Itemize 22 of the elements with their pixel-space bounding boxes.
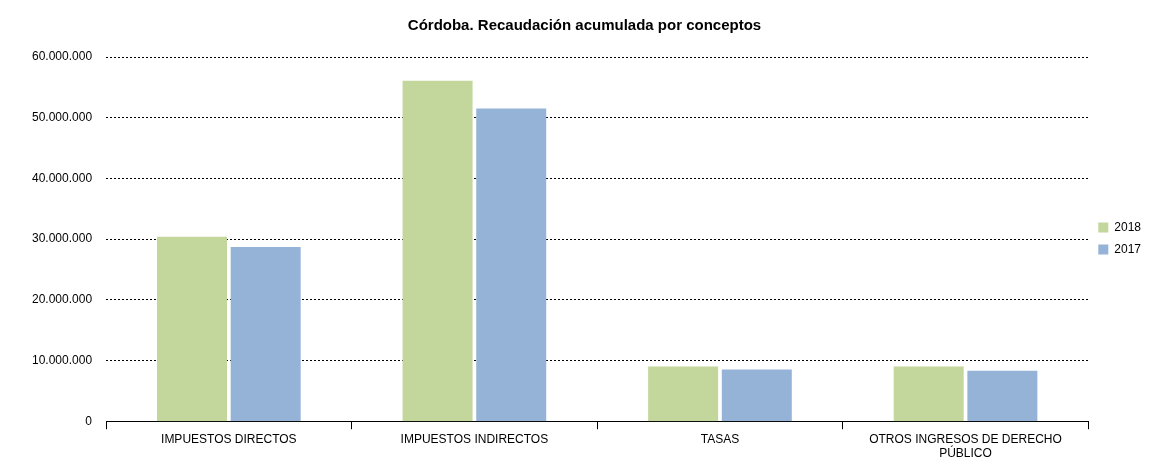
x-tick-label: IMPUESTOS DIRECTOS <box>161 431 297 446</box>
legend-label: 2018 <box>1114 219 1142 234</box>
x-tick-label: OTROS INGRESOS DE DERECHO PÚBLICO <box>869 431 1062 461</box>
legend-label: 2017 <box>1114 241 1142 256</box>
bar <box>967 370 1038 422</box>
bar <box>648 366 719 422</box>
y-tick-label: 20.000.000 <box>32 292 93 307</box>
y-tick-label: 10.000.000 <box>32 352 93 367</box>
bar <box>893 366 964 422</box>
x-tick-label: TASAS <box>700 431 740 446</box>
y-tick-label: 60.000.000 <box>32 49 93 64</box>
bar <box>157 236 227 422</box>
y-tick-label: 50.000.000 <box>32 110 93 125</box>
y-tick-label: 30.000.000 <box>32 231 93 246</box>
x-tick-label: IMPUESTOS INDIRECTOS <box>400 431 549 446</box>
chart-title: Córdoba. Recaudación acumulada por conceptos <box>407 16 762 34</box>
bar <box>402 80 473 422</box>
y-tick-label: 40.000.000 <box>32 170 93 185</box>
bar <box>721 369 792 422</box>
y-tick-label: 0 <box>85 413 93 428</box>
bar <box>476 108 547 422</box>
bar <box>230 246 301 422</box>
